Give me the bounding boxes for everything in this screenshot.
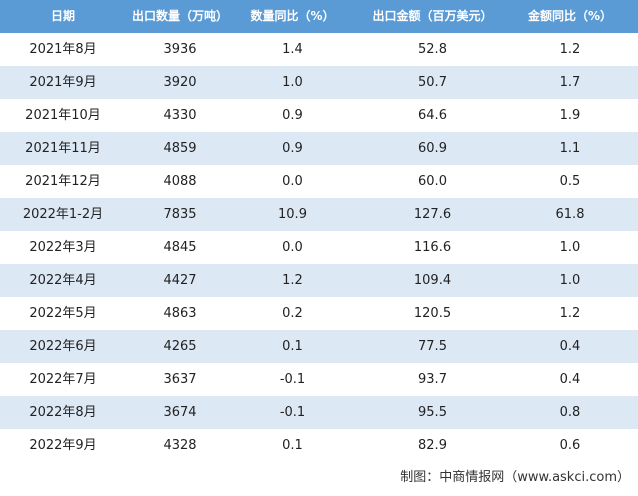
table-row: 2022年1-2月 7835 10.9 127.6 61.8	[0, 198, 638, 231]
table-cell: 64.6	[418, 108, 447, 123]
table-cell: 2022年1-2月	[22, 207, 104, 222]
table-row: 2021年12月 4088 0.0 60.0 0.5	[0, 165, 638, 198]
table-cell: 4265	[163, 339, 197, 354]
table-cell: 127.6	[413, 207, 452, 222]
table-row: 2022年4月 4427 1.2 109.4 1.0	[0, 264, 638, 297]
table-cell: 2022年5月	[29, 306, 97, 321]
table-cell: 1.7	[559, 75, 581, 90]
header-row: 日期 出口数量（万吨） 数量同比（%） 出口金额（百万美元） 金额同比（%）	[0, 0, 638, 33]
table-cell: 120.5	[413, 306, 452, 321]
table-cell: 2022年7月	[29, 372, 97, 387]
table-row: 2021年8月 3936 1.4 52.8 1.2	[0, 33, 638, 66]
table-cell: 7835	[163, 207, 197, 222]
table-cell: 0.2	[282, 306, 303, 321]
table-cell: 4863	[163, 306, 197, 321]
table-row: 2021年9月 3920 1.0 50.7 1.7	[0, 66, 638, 99]
table-cell: 2022年9月	[29, 438, 97, 453]
table-cell: 61.8	[555, 207, 585, 222]
table-cell: 4088	[163, 174, 197, 189]
table-cell: 3674	[163, 405, 197, 420]
table-row: 2021年11月 4859 0.9 60.9 1.1	[0, 132, 638, 165]
table-cell: 2022年8月	[29, 405, 97, 420]
table-cell: 1.0	[559, 273, 581, 288]
table-cell: 4328	[163, 438, 197, 453]
table-cell: 0.9	[282, 141, 303, 156]
table-cell: 50.7	[418, 75, 447, 90]
table-cell: 116.6	[413, 240, 452, 255]
table-cell: 0.0	[282, 174, 303, 189]
table-cell: 0.8	[559, 405, 581, 420]
table-cell: 3920	[163, 75, 197, 90]
table-cell: 3637	[163, 372, 197, 387]
table-cell: 77.5	[418, 339, 447, 354]
table-cell: 0.6	[559, 438, 581, 453]
table-cell: 4427	[163, 273, 197, 288]
table-cell: 2022年4月	[29, 273, 97, 288]
table-row: 2022年3月 4845 0.0 116.6 1.0	[0, 231, 638, 264]
header-cell: 出口数量（万吨）	[131, 9, 228, 23]
header-cell: 数量同比（%）	[250, 9, 335, 23]
table-cell: 2022年3月	[29, 240, 97, 255]
table-cell: 0.1	[282, 339, 303, 354]
table-row: 2022年8月 3674 -0.1 95.5 0.8	[0, 396, 638, 429]
table-row: 2022年6月 4265 0.1 77.5 0.4	[0, 330, 638, 363]
table-cell: 60.9	[418, 141, 447, 156]
table-cell: 2021年12月	[25, 174, 101, 189]
table-cell: 2021年8月	[29, 42, 97, 57]
table-cell: 0.4	[559, 372, 581, 387]
table-cell: 0.4	[559, 339, 581, 354]
table-cell: 1.0	[282, 75, 303, 90]
table-cell: 4859	[163, 141, 197, 156]
header-cell: 出口金额（百万美元）	[372, 9, 493, 23]
table-cell: 0.9	[282, 108, 303, 123]
table-cell: 1.0	[559, 240, 581, 255]
table-cell: 60.0	[418, 174, 447, 189]
table-cell: 0.0	[282, 240, 303, 255]
table-row: 2022年5月 4863 0.2 120.5 1.2	[0, 297, 638, 330]
table-cell: 109.4	[413, 273, 452, 288]
table-cell: 2021年11月	[25, 141, 101, 156]
table-cell: 3936	[163, 42, 197, 57]
table-cell: 95.5	[418, 405, 447, 420]
table-cell: 1.1	[559, 141, 581, 156]
table-cell: 1.9	[559, 108, 581, 123]
table-cell: -0.1	[279, 405, 306, 420]
table-cell: 1.2	[559, 42, 581, 57]
table-cell: 82.9	[418, 438, 447, 453]
table-cell: 93.7	[418, 372, 447, 387]
table-row: 2022年9月 4328 0.1 82.9 0.6	[0, 429, 638, 462]
table-cell: 52.8	[418, 42, 447, 57]
table-cell: 4845	[163, 240, 197, 255]
table-cell: 2022年6月	[29, 339, 97, 354]
table-cell: 2021年10月	[25, 108, 101, 123]
table-cell: 0.5	[559, 174, 581, 189]
table-cell: 1.2	[559, 306, 581, 321]
table-row: 2021年10月 4330 0.9 64.6 1.9	[0, 99, 638, 132]
table-cell: 0.1	[282, 438, 303, 453]
table-cell: 4330	[163, 108, 197, 123]
table-cell: 10.9	[278, 207, 307, 222]
footer: 制图：中商情报网（www.askci.com）	[400, 470, 630, 485]
header-cell: 金额同比（%）	[527, 9, 613, 23]
table-cell: 1.4	[282, 42, 303, 57]
table-cell: 1.2	[282, 273, 303, 288]
table-cell: 2021年9月	[29, 75, 97, 90]
table-cell: -0.1	[279, 372, 306, 387]
header-cell: 日期	[50, 9, 75, 23]
table-row: 2022年7月 3637 -0.1 93.7 0.4	[0, 363, 638, 396]
